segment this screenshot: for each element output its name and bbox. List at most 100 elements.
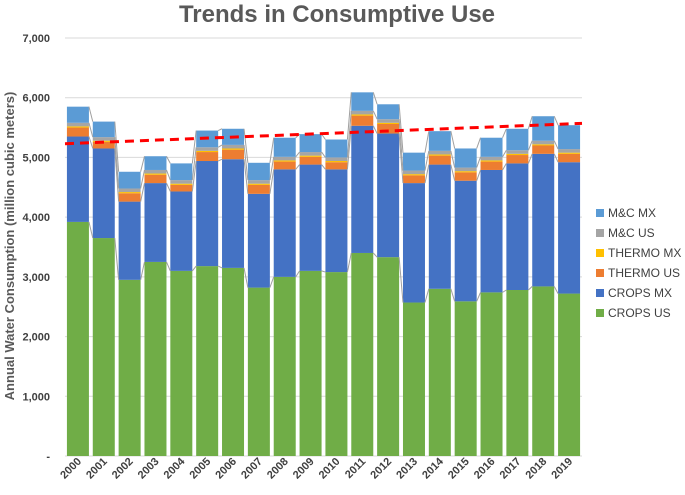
series-line <box>372 125 378 134</box>
bar-segment-m-c-us <box>118 188 141 193</box>
bar-segment-crops-mx <box>325 169 348 273</box>
bar-segment-thermo-mx <box>222 148 245 150</box>
bar-segment-m-c-mx <box>273 137 296 157</box>
bar-segment-thermo-mx <box>325 161 348 163</box>
bar-segment-thermo-us <box>558 153 581 163</box>
series-line <box>424 288 430 303</box>
bar-segment-thermo-us <box>66 127 89 137</box>
series-line <box>243 159 249 194</box>
x-tick-label: 2001 <box>84 456 110 482</box>
series-line <box>372 110 378 120</box>
series-line <box>217 158 223 162</box>
bar-segment-crops-us <box>170 270 193 456</box>
bar-segment-m-c-mx <box>299 134 322 153</box>
bar-segment-m-c-mx <box>92 121 115 138</box>
series-line <box>553 116 559 126</box>
series-line <box>476 156 481 168</box>
series-line <box>243 144 249 181</box>
bar-segment-thermo-mx <box>506 153 529 156</box>
y-tick-label: 7,000 <box>22 33 50 45</box>
bar-segment-m-c-us <box>506 150 529 154</box>
x-tick-label: 2003 <box>136 456 162 482</box>
bar-segment-m-c-us <box>247 180 270 184</box>
bar-segment-m-c-us <box>532 140 555 145</box>
bar-segment-crops-us <box>377 257 400 456</box>
x-tick-label: 2018 <box>524 456 550 482</box>
x-tick-label: 2019 <box>549 456 575 482</box>
series-line <box>424 150 430 171</box>
bar-segment-m-c-mx <box>325 139 348 158</box>
bar-segment-m-c-us <box>144 169 167 174</box>
bar-segment-thermo-us <box>196 152 219 162</box>
bar-segment-crops-us <box>273 276 296 456</box>
bar-segment-thermo-us <box>170 184 193 192</box>
bar-segment-crops-mx <box>454 180 477 302</box>
y-tick-label: 2,000 <box>22 332 50 344</box>
bar-segment-crops-us <box>247 287 270 456</box>
series-line <box>398 133 404 184</box>
bar-segment-m-c-us <box>351 110 374 115</box>
series-line <box>476 169 481 181</box>
series-line <box>140 156 145 172</box>
bar-segment-m-c-mx <box>118 171 141 189</box>
series-line <box>140 183 145 202</box>
x-tick-label: 2015 <box>446 456 472 482</box>
series-line <box>553 286 559 294</box>
series-line <box>269 169 275 194</box>
y-tick-label: - <box>46 451 50 463</box>
bar-segment-crops-us <box>118 279 141 456</box>
bar-segment-thermo-mx <box>144 173 167 175</box>
bar-segment-thermo-mx <box>402 174 425 176</box>
bar-segment-m-c-us <box>273 156 296 161</box>
bar-segment-thermo-mx <box>273 160 296 162</box>
bar-segment-m-c-mx <box>351 92 374 111</box>
series-line <box>398 257 404 303</box>
chart-title: Trends in Consumptive Use <box>179 1 495 28</box>
x-axis-ticks: 2000 2001 2002 2003 2004 2005 2006 2007 2008 2009… <box>58 455 575 481</box>
bar-segment-crops-us <box>66 221 89 456</box>
series-line <box>166 182 171 192</box>
series-line <box>269 156 275 181</box>
series-line <box>372 252 378 258</box>
bar-segment-crops-mx <box>428 164 451 289</box>
bar-segment-m-c-mx <box>170 163 193 181</box>
legend-label: CROPS US <box>608 306 671 320</box>
bar-segment-crops-us <box>506 289 529 456</box>
y-tick-label: 5,000 <box>22 152 50 164</box>
legend-label: M&C US <box>608 226 655 240</box>
legend-label: THERMO US <box>608 266 680 280</box>
bar-segment-thermo-mx <box>170 183 193 185</box>
legend-swatch <box>596 209 604 217</box>
series-line <box>372 92 378 105</box>
x-tick-label: 2017 <box>498 456 524 482</box>
bar-segment-crops-us <box>351 252 374 456</box>
legend-swatch <box>596 249 604 257</box>
bar-segment-thermo-us <box>247 184 270 194</box>
bar-segment-crops-us <box>299 270 322 456</box>
bar-segment-thermo-mx <box>454 171 477 173</box>
bar-segment-thermo-mx <box>118 192 141 194</box>
bar-segment-thermo-mx <box>66 126 89 128</box>
bar-segment-m-c-us <box>402 170 425 175</box>
bar-segment-crops-us <box>222 267 245 456</box>
series-line <box>424 131 430 153</box>
bars <box>66 92 581 456</box>
bar-segment-m-c-us <box>299 152 322 156</box>
series-line <box>527 116 533 129</box>
bar-segment-m-c-us <box>454 167 477 172</box>
bar-segment-thermo-mx <box>480 160 503 162</box>
bar-segment-thermo-mx <box>299 155 322 157</box>
y-axis-label: Annual Water Consumption (million cubic … <box>2 92 17 401</box>
series-line <box>114 137 120 189</box>
legend-swatch <box>596 289 604 297</box>
bar-segment-thermo-us <box>222 149 245 160</box>
bar-segment-thermo-us <box>377 123 400 134</box>
y-tick-label: 1,000 <box>22 391 50 403</box>
bar-segment-crops-us <box>558 293 581 456</box>
bar-segment-thermo-us <box>118 193 141 202</box>
y-tick-label: 3,000 <box>22 272 50 284</box>
bar-segment-thermo-us <box>454 172 477 181</box>
y-tick-label: 4,000 <box>22 212 50 224</box>
series-line <box>476 137 481 149</box>
series-line <box>502 163 507 171</box>
